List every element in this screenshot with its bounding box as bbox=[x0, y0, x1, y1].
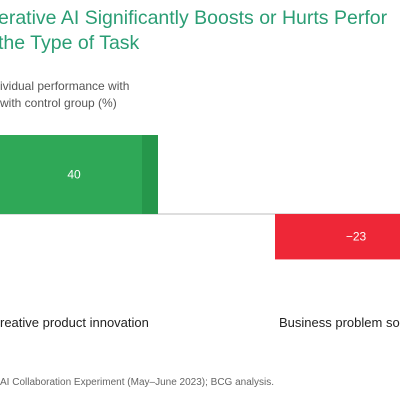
bar-business-problem-solving bbox=[275, 214, 400, 260]
source-note: AI Collaboration Experiment (May–June 20… bbox=[0, 377, 275, 388]
value-label-creative-product-innovation: 40 bbox=[67, 168, 81, 182]
value-label-business-problem-solving: −23 bbox=[346, 230, 367, 244]
chart-title-line-1: erative AI Significantly Boosts or Hurts… bbox=[0, 7, 388, 29]
category-label-creative-product-innovation: reative product innovation bbox=[0, 315, 149, 330]
y-axis-label-line-1: ividual performance with bbox=[0, 79, 130, 93]
category-label-business-problem-solving: Business problem so bbox=[279, 315, 400, 330]
bar-creative-product-innovation-shade bbox=[142, 135, 158, 214]
chart-title-line-2: the Type of Task bbox=[0, 32, 140, 54]
bar-creative-product-innovation bbox=[0, 135, 158, 214]
y-axis-label-line-2: with control group (%) bbox=[0, 96, 117, 110]
